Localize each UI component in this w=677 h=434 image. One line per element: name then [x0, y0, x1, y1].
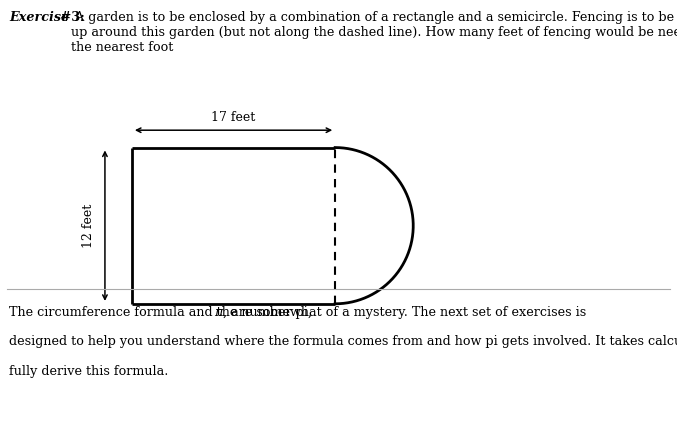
- Text: #3:: #3:: [56, 11, 85, 24]
- Text: designed to help you understand where the formula comes from and how pi gets inv: designed to help you understand where th…: [9, 335, 677, 349]
- Text: , are somewhat of a mystery. The next set of exercises is: , are somewhat of a mystery. The next se…: [219, 306, 586, 319]
- Text: The circumference formula and the number pi,: The circumference formula and the number…: [9, 306, 332, 319]
- Text: 17 feet: 17 feet: [211, 111, 256, 124]
- Text: fully derive this formula.: fully derive this formula.: [9, 365, 168, 378]
- Text: Exercise: Exercise: [9, 11, 69, 24]
- Text: A garden is to be enclosed by a combination of a rectangle and a semicircle. Fen: A garden is to be enclosed by a combinat…: [71, 11, 677, 54]
- Text: π: π: [215, 306, 223, 319]
- Text: 12 feet: 12 feet: [82, 204, 95, 248]
